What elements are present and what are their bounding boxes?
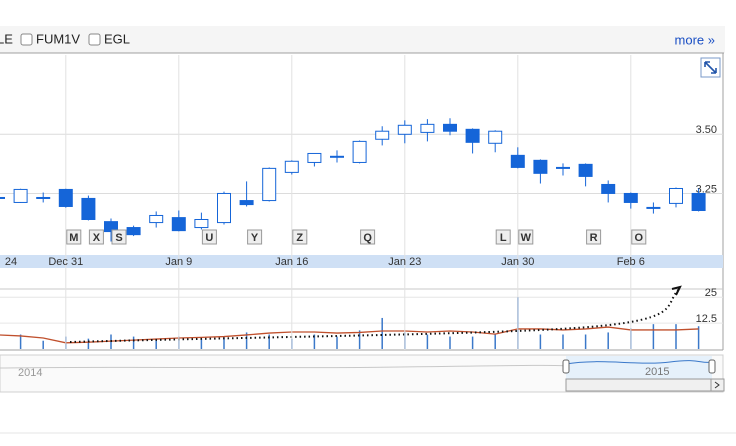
candle-body [81,197,96,220]
event-flag [247,229,263,245]
navigator-label: 2015 [645,366,669,378]
event-flag-label: R [590,232,598,244]
volume-average-line [0,326,699,344]
candle-body [669,187,683,204]
checkbox-label[interactable]: EGL [104,31,130,46]
navigator-handle[interactable] [562,359,570,374]
checkbox[interactable] [20,33,33,46]
event-flag-label: O [635,232,644,244]
event-flag [495,229,511,245]
y-tick-label: 3.25 [696,183,717,195]
candle-body [443,123,457,132]
event-flag-label: X [93,232,101,244]
candle-body [126,227,141,236]
x-tick-label: Dec 31 [48,256,83,268]
more-link[interactable]: more » [675,32,715,47]
event-flag [201,229,217,245]
candle-body [533,159,548,174]
candle-body [36,196,51,199]
candle-body [149,214,164,224]
candle-body [397,124,412,135]
candle-body [623,192,638,203]
event-flag-label: L [500,232,507,244]
date-bar [0,255,723,268]
event-flag [518,229,534,245]
x-tick-label: Jan 9 [165,256,192,268]
candle-body [194,218,209,229]
event-flag [66,229,82,245]
scrollbar[interactable] [565,378,713,392]
expand-icon [704,61,717,74]
scroll-arrow-icon [714,381,720,389]
y-tick-label: 12.5 [696,313,717,325]
candle-body [465,128,480,143]
navigator-line [0,364,567,369]
event-flag [631,229,647,245]
candle-body [13,188,28,203]
y-tick-label: 3.50 [696,124,717,136]
event-flag-label: Q [363,232,372,244]
x-tick-label: 24 [5,256,17,268]
candle-body [578,163,593,177]
navigator-label: 2014 [18,367,42,379]
event-flag-label: M [69,232,78,244]
candle-body [0,196,5,199]
y-tick-label: 25 [705,287,717,299]
event-flag [586,229,602,245]
event-flag-label: S [115,232,122,244]
navigator-line [565,360,713,365]
trend-arrow [69,289,679,343]
x-tick-label: Feb 6 [617,256,645,268]
candle-body [284,160,299,173]
toolbar [0,26,725,53]
event-flag-label: Z [296,232,303,244]
candle-body [217,192,231,224]
event-flag-label: W [521,232,532,244]
candle-body [556,166,570,169]
candle-body [330,155,344,158]
event-flag [292,229,308,245]
candle-body [58,188,73,207]
candle-body [352,140,367,163]
candle-body [420,123,435,133]
event-flag-label: U [205,232,213,244]
candle-body [488,130,503,144]
checkbox-label[interactable]: FUM1V [36,31,80,46]
candle-body [375,130,390,140]
x-tick-label: Jan 16 [275,256,308,268]
candle-body [307,152,322,163]
candle-body [646,206,661,209]
event-flag [360,229,376,245]
candle-body [601,183,616,194]
candle-body [104,221,118,233]
checkbox[interactable] [88,33,101,46]
x-tick-label: Jan 30 [501,256,534,268]
candle-body [510,154,525,168]
candle-body [691,192,706,212]
navigator-handle[interactable] [708,359,716,374]
event-flag [111,229,127,245]
candle-body [262,167,277,202]
scroll-arrow[interactable] [710,378,725,392]
candle-body [239,200,254,206]
x-tick-label: Jan 23 [388,256,421,268]
event-flag-label: Y [251,232,259,244]
candle-body [171,217,186,232]
trend-arrow-head [671,285,682,296]
checkbox-label[interactable]: LE [0,31,13,46]
event-flag [88,229,104,245]
